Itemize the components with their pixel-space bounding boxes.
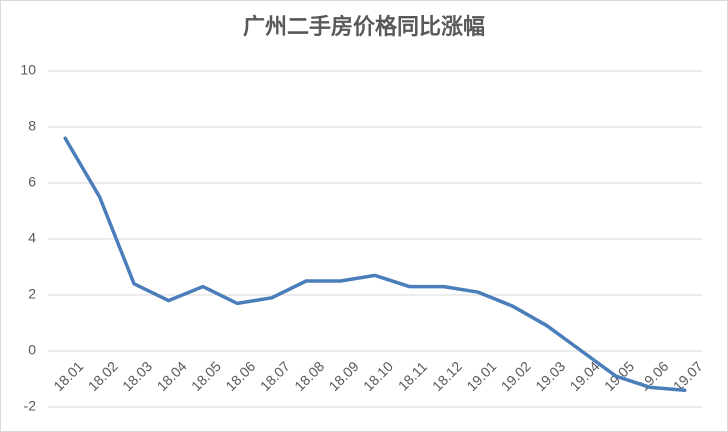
y-tick-label: 2	[28, 286, 36, 302]
y-tick-label: 8	[28, 118, 36, 134]
chart-title: 广州二手房价格同比涨幅	[243, 14, 485, 39]
y-tick-label: -2	[24, 398, 37, 414]
y-tick-label: 4	[28, 230, 36, 246]
data-line	[63, 136, 687, 392]
y-tick-label: 6	[28, 174, 36, 190]
y-tick-label: 10	[20, 62, 36, 78]
y-tick-label: 0	[28, 342, 36, 358]
